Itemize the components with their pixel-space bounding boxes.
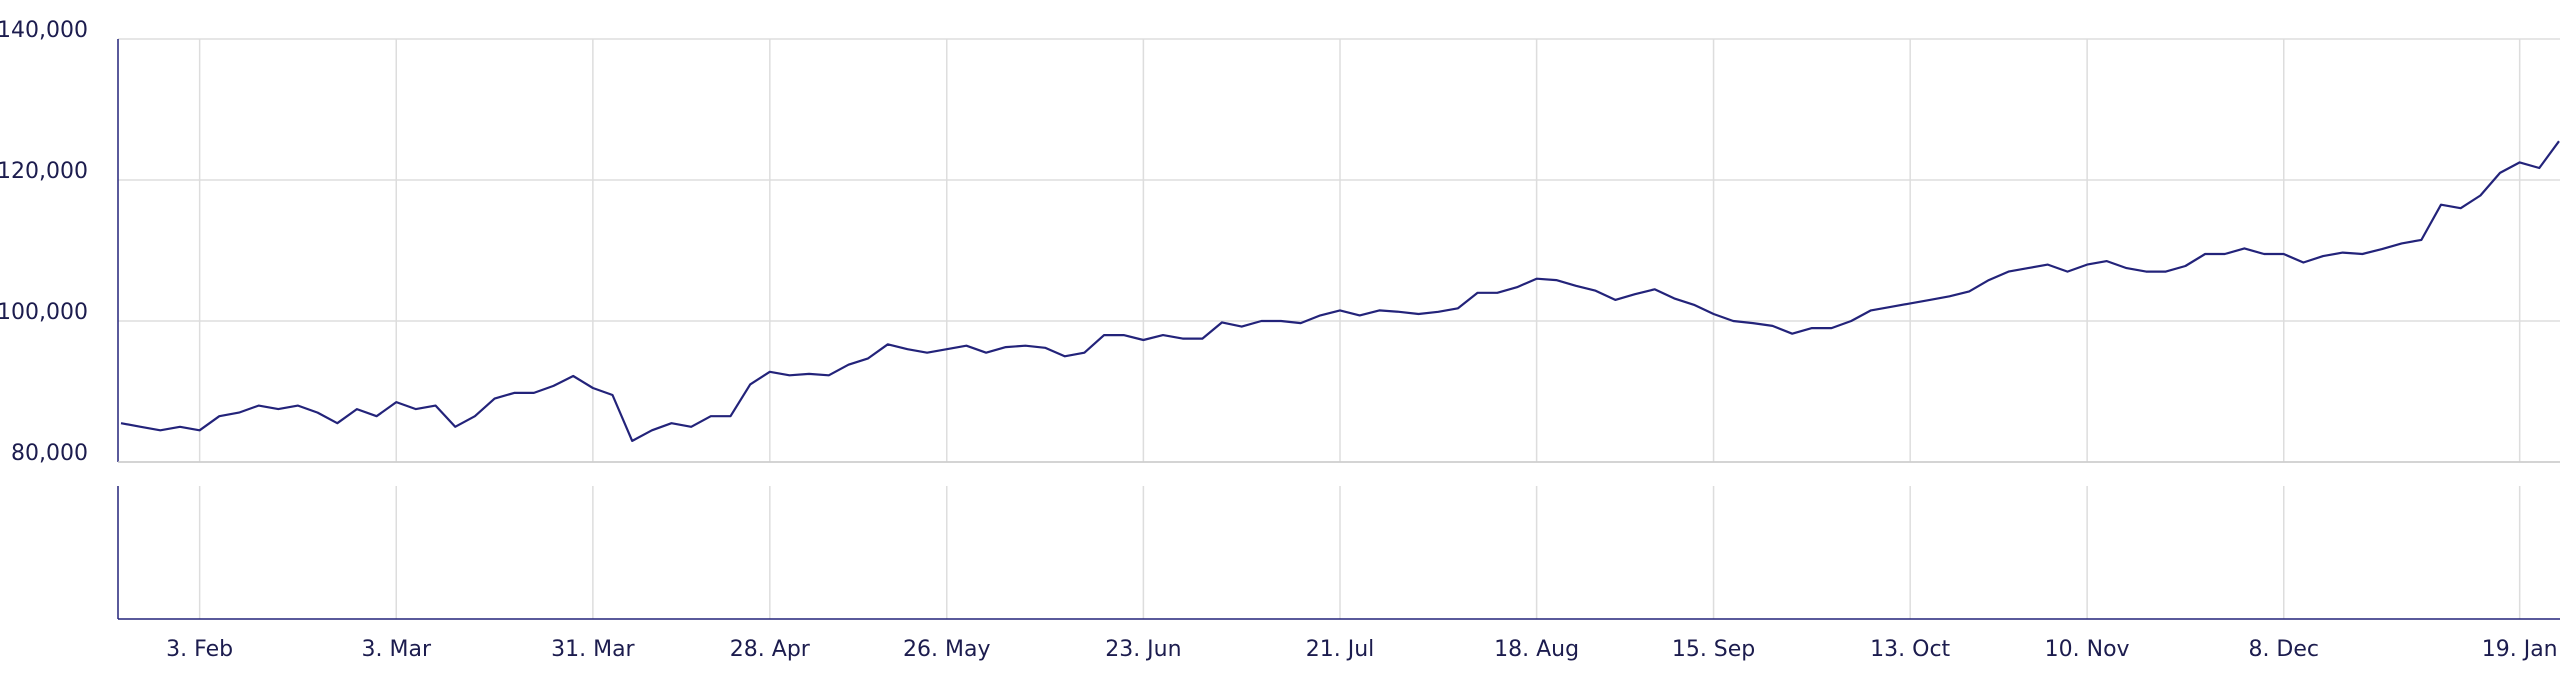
x-tick-label: 28. Apr bbox=[730, 637, 811, 662]
x-tick-label: 31. Mar bbox=[551, 637, 635, 662]
x-tick-label: 3. Feb bbox=[166, 637, 233, 662]
x-tick-label: 15. Sep bbox=[1672, 637, 1755, 662]
y-tick-label: 80,000 bbox=[11, 441, 88, 466]
x-tick-label: 19. Jan bbox=[2482, 637, 2558, 662]
x-tick-label: 26. May bbox=[903, 637, 990, 662]
x-tick-label: 10. Nov bbox=[2045, 637, 2130, 662]
x-tick-label: 21. Jul bbox=[1306, 637, 1375, 662]
x-tick-label: 13. Oct bbox=[1870, 637, 1950, 662]
y-tick-label: 120,000 bbox=[0, 159, 88, 184]
price-line bbox=[120, 140, 2560, 442]
x-tick-label: 18. Aug bbox=[1494, 637, 1579, 662]
y-tick-label: 100,000 bbox=[0, 300, 88, 325]
x-tick-label: 8. Dec bbox=[2248, 637, 2319, 662]
x-tick-label: 3. Mar bbox=[362, 637, 432, 662]
x-tick-label: 23. Jun bbox=[1105, 637, 1181, 662]
y-tick-label: 140,000 bbox=[0, 18, 88, 43]
